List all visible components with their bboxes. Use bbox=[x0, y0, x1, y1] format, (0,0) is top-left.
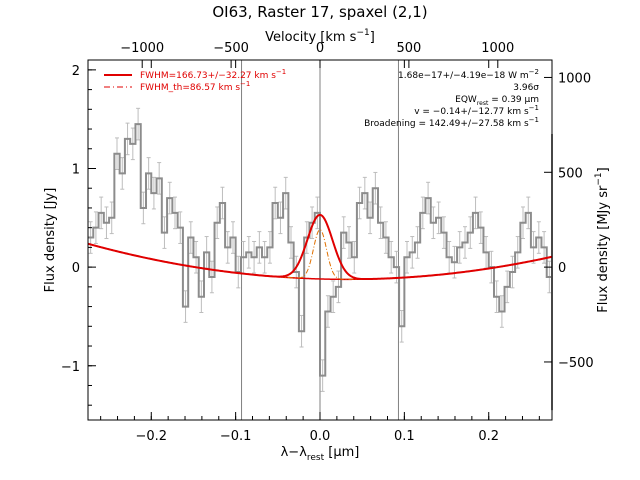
annotation-velocity: v = −0.14+/−12.77 km s−1 bbox=[414, 104, 539, 117]
chart-title: OI63, Raster 17, spaxel (2,1) bbox=[212, 3, 427, 21]
top-tick-label: 500 bbox=[396, 41, 421, 56]
annotation-eqw: EQWrest = 0.39 μm bbox=[455, 95, 539, 107]
instrument-profile-line bbox=[277, 229, 363, 280]
x-tick-label: 0.2 bbox=[478, 429, 499, 444]
y-tick-label: 1 bbox=[72, 162, 80, 177]
y-axis-label: Flux density [Jy] bbox=[43, 188, 58, 293]
x-tick-label: 0.1 bbox=[394, 429, 415, 444]
x-axis-label: λ−λrest [μm] bbox=[281, 445, 360, 463]
top-tick-label: 0 bbox=[316, 41, 324, 56]
right-tick-label: 500 bbox=[558, 166, 583, 181]
axis-ticks: −0.2 −0.1 0.0 0.1 0.2 −1000 −500 0 500 1000 −1 0 1 2 −… bbox=[61, 41, 594, 444]
fit-annotations: 1.68e−17+/−4.19e−18 W m−2 3.96σ EQWrest … bbox=[364, 68, 539, 129]
x-tick-label: −0.1 bbox=[220, 429, 252, 444]
y-tick-label: 0 bbox=[72, 261, 80, 276]
line-fit-curve bbox=[87, 213, 553, 281]
right-y-axis-label: Flux density [MJy sr−1] bbox=[594, 167, 611, 312]
annotation-flux: 1.68e−17+/−4.19e−18 W m−2 bbox=[398, 68, 539, 81]
x-tick-label: 0.0 bbox=[310, 429, 331, 444]
legend: FWHM=166.73+/−32.27 km s−1 FWHM_th=86.57… bbox=[104, 68, 286, 93]
right-tick-label: 1000 bbox=[558, 71, 591, 86]
y-tick-label: −1 bbox=[61, 360, 80, 375]
top-tick-label: −500 bbox=[213, 41, 249, 56]
top-tick-label: −1000 bbox=[120, 41, 164, 56]
legend-label-fwhm: FWHM=166.73+/−32.27 km s−1 bbox=[140, 68, 286, 81]
annotation-broadening: Broadening = 142.49+/−27.58 km s−1 bbox=[364, 116, 539, 129]
annotation-sigma: 3.96σ bbox=[513, 83, 539, 93]
y-tick-label: 2 bbox=[72, 64, 80, 79]
plot-frame bbox=[87, 59, 553, 421]
top-tick-label: 1000 bbox=[481, 41, 514, 56]
right-tick-label: −500 bbox=[558, 356, 594, 371]
x-tick-label: −0.2 bbox=[135, 429, 167, 444]
top-axis-label: Velocity [km s−1] bbox=[265, 28, 375, 45]
legend-label-fwhm-th: FWHM_th=86.57 km s−1 bbox=[140, 80, 250, 93]
right-tick-label: 0 bbox=[558, 261, 566, 276]
